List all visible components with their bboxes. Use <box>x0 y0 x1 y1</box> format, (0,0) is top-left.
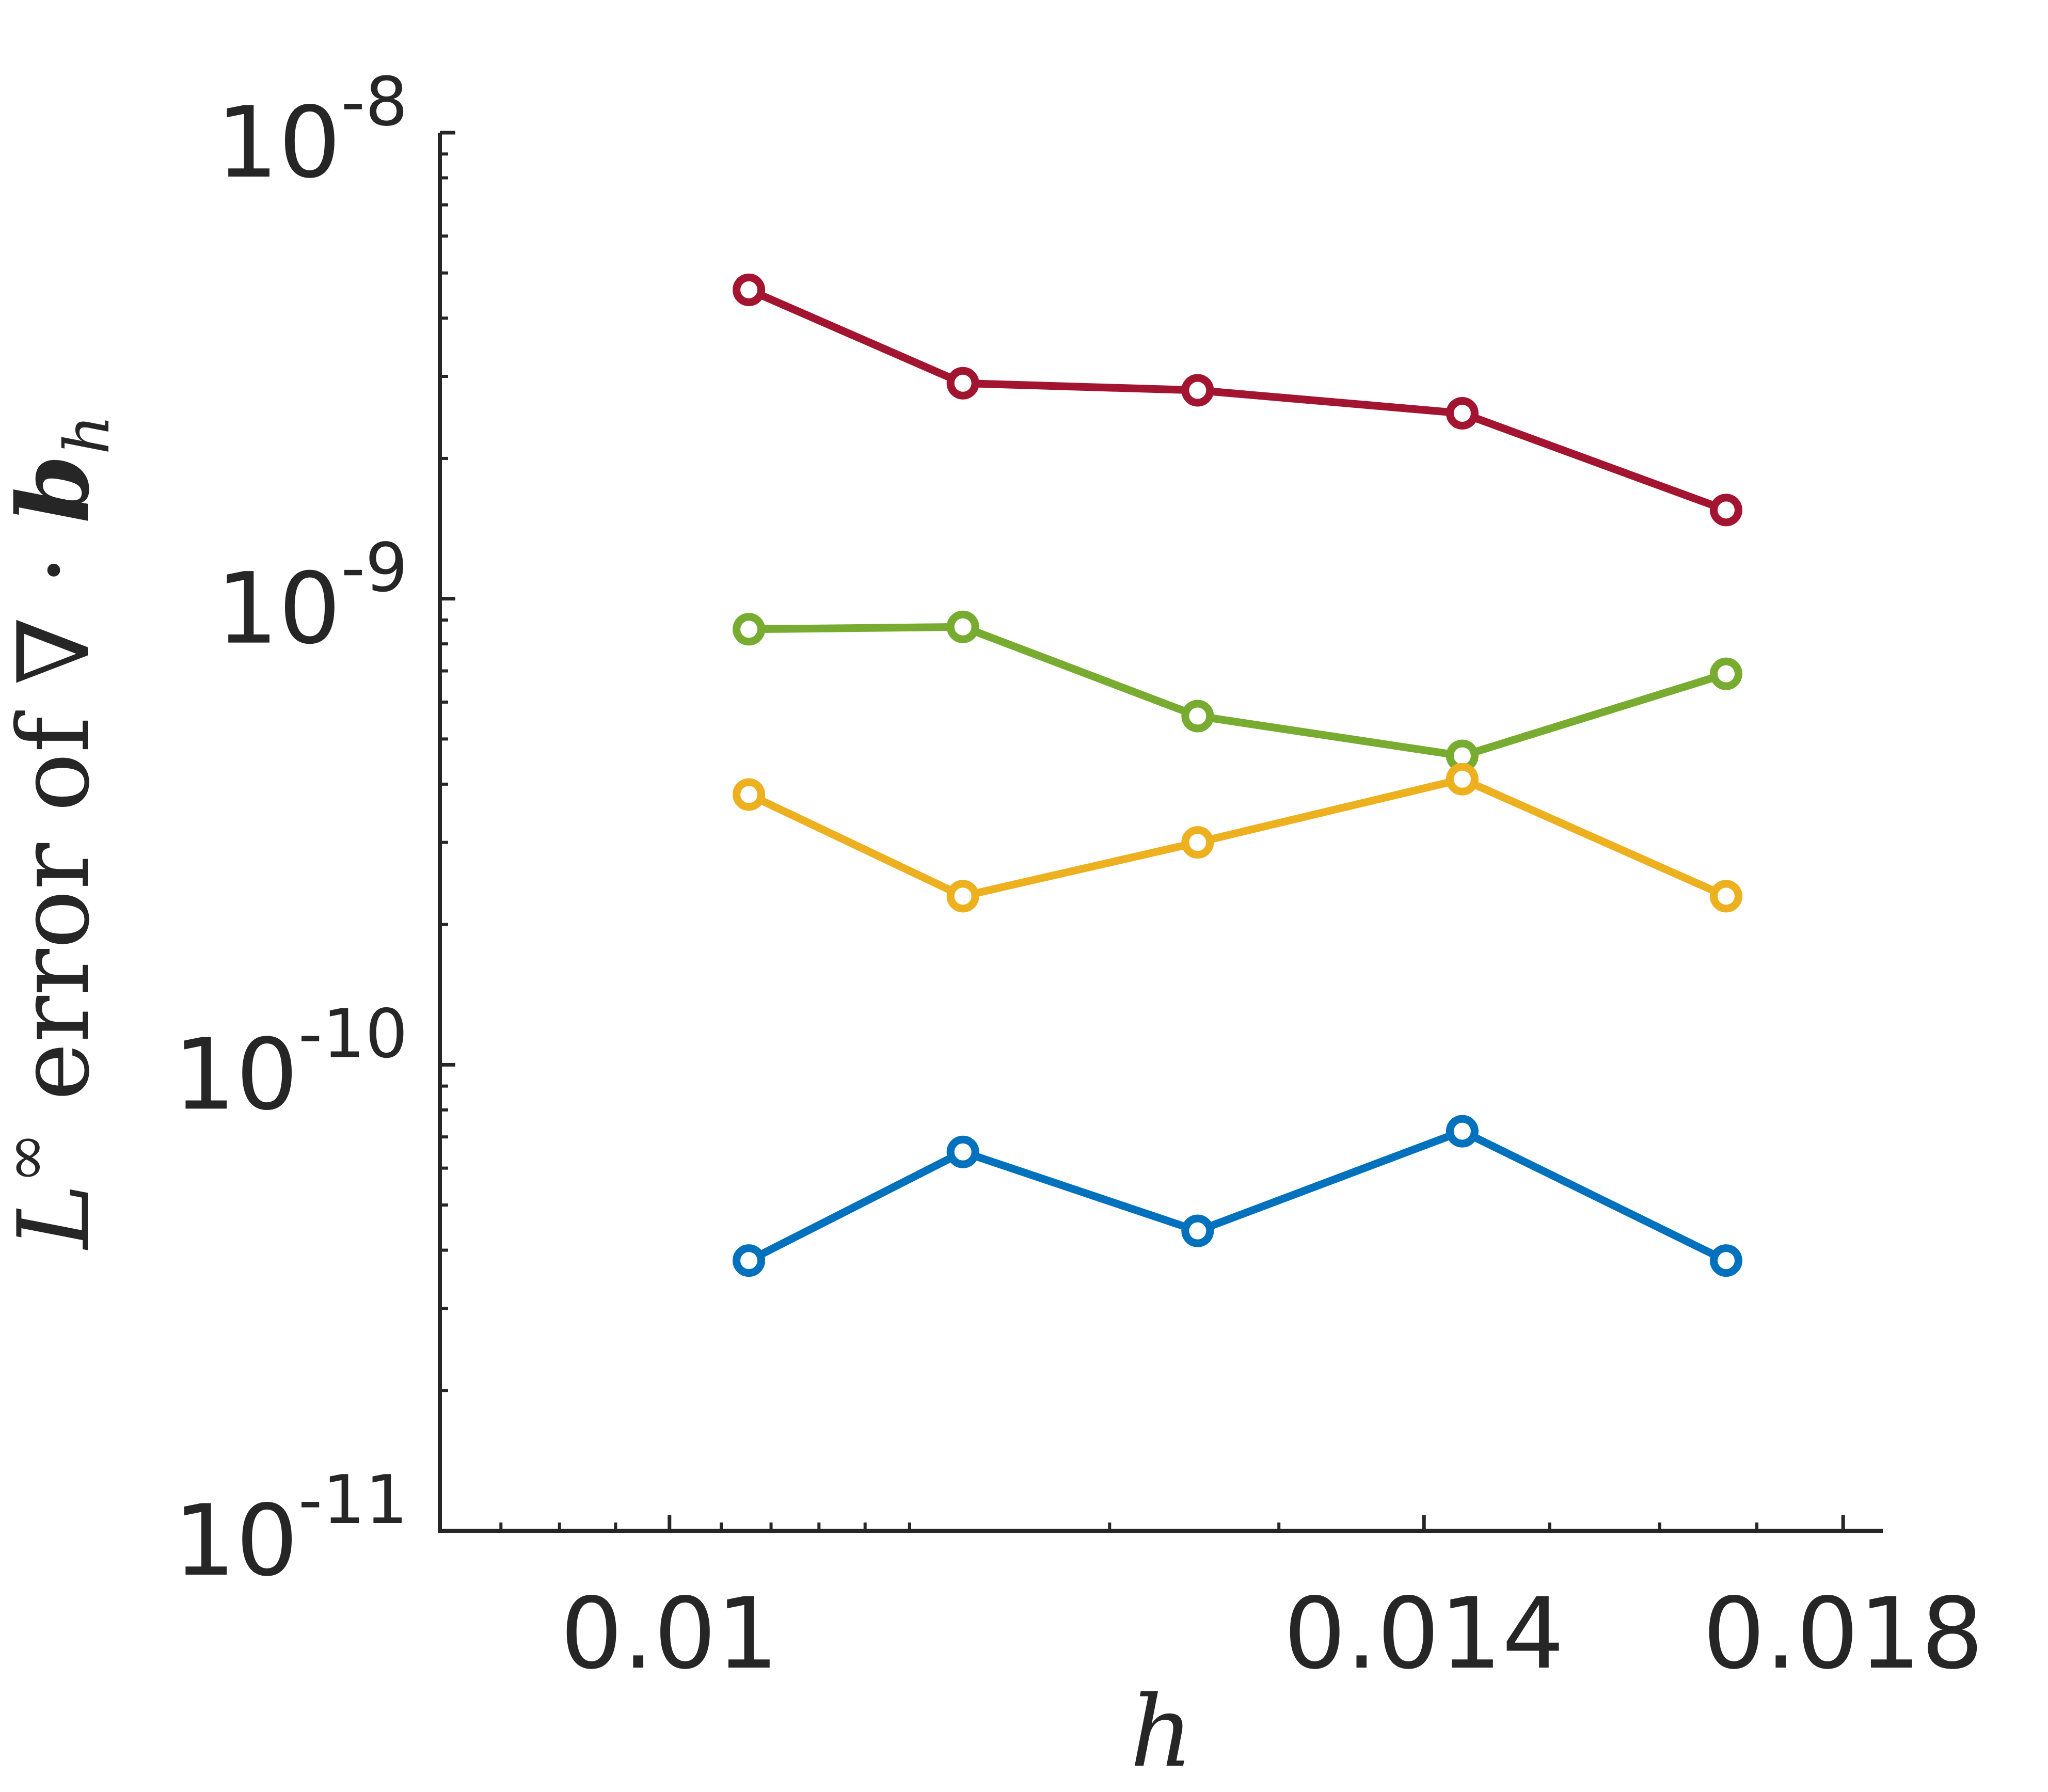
series-2 <box>733 610 1742 772</box>
series-point <box>946 1135 979 1168</box>
y-tick-label-base: 10 <box>173 1018 298 1132</box>
series-point <box>1181 1214 1214 1247</box>
y-ticks <box>440 131 455 1533</box>
y-tick-label-exp: ‐8 <box>341 62 408 141</box>
x-ticks <box>668 1515 1845 1531</box>
series-line <box>747 286 1728 514</box>
series-4 <box>733 1115 1742 1277</box>
y-tick-label-exp: ‐10 <box>298 994 408 1073</box>
series-layer <box>733 273 1742 1277</box>
x-tick-label: 0.01 <box>560 1577 779 1691</box>
y-tick-label-exp: ‐9 <box>341 529 408 607</box>
series-point <box>1181 700 1214 733</box>
series-point <box>1181 374 1214 407</box>
series-point <box>1446 1115 1479 1148</box>
series-point <box>1181 826 1214 859</box>
series-point <box>946 880 979 913</box>
series-point <box>946 610 979 643</box>
series-point <box>1446 763 1479 796</box>
y-tick-label-base: 10 <box>173 1484 298 1598</box>
series-point <box>733 273 766 306</box>
x-tick-labels: 0.01 0.014 0.018 <box>560 1577 1983 1691</box>
series-point <box>733 1244 766 1277</box>
y-axis-title: L∞ error of ∇ · bh <box>0 415 123 1250</box>
series-point <box>733 613 766 646</box>
series-line <box>747 1127 1728 1264</box>
x-tick-label: 0.014 <box>1283 1577 1564 1691</box>
minor-ticks <box>440 152 1759 1531</box>
series-point <box>1446 397 1479 430</box>
series-point <box>1709 657 1742 690</box>
series-1 <box>733 273 1742 527</box>
series-point <box>733 778 766 811</box>
series-line <box>749 623 1727 760</box>
series-line <box>747 775 1728 900</box>
y-tick-label-base: 10 <box>216 86 341 200</box>
series-3 <box>733 763 1742 913</box>
series-point <box>1709 880 1742 913</box>
series-point <box>946 367 979 400</box>
y-tick-label-base: 10 <box>216 552 341 666</box>
axes <box>438 133 1883 1533</box>
x-axis-title: h <box>1130 1675 1193 1789</box>
y-tick-label: 10‐8 <box>216 62 408 200</box>
y-tick-label-exp: ‐11 <box>298 1461 408 1539</box>
y-tick-label: 10‐10 <box>173 994 408 1132</box>
y-tick-label: 10‐11 <box>173 1461 408 1598</box>
series-point <box>1709 1244 1742 1277</box>
y-tick-label: 10‐9 <box>216 529 408 666</box>
series-point <box>1709 494 1742 527</box>
x-tick-label: 0.018 <box>1703 1577 1983 1691</box>
